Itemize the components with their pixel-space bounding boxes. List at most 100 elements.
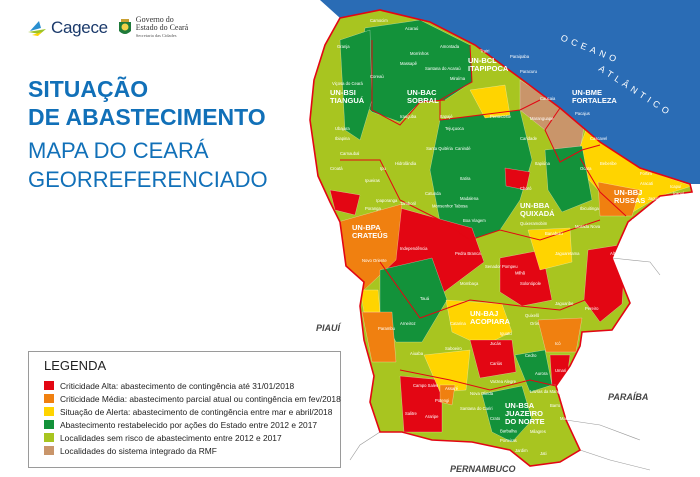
legend-swatch (44, 446, 54, 455)
city-label: Jardim (515, 448, 528, 453)
city-label: Viçosa do Ceará (332, 81, 364, 86)
legend-swatch (44, 407, 54, 416)
city-label: Trairi (480, 48, 489, 53)
city-label: Choró (520, 186, 532, 191)
city-label: Canindé (455, 146, 471, 151)
page-subtitle: MAPA DO CEARÁ GEORREFERENCIADO (28, 136, 268, 194)
city-label: Itatira (460, 176, 471, 181)
unit-border (379, 261, 586, 319)
city-label: Icapuí (673, 191, 685, 196)
city-label: Novo Oriente (362, 258, 387, 263)
neighbor-border (611, 257, 661, 276)
city-label: Cariús (490, 361, 502, 366)
city-label: Santana do Acaraú (425, 66, 461, 71)
map-region (329, 189, 361, 216)
unit-borders (340, 40, 627, 391)
city-label: Ibicuitinga (580, 206, 600, 211)
city-label: Iguatu (500, 331, 512, 336)
city-label: Catarina (450, 321, 466, 326)
city-label: Camocim (370, 18, 388, 23)
neighbor-borders (349, 257, 661, 471)
city-label: Boa Viagem (463, 218, 486, 223)
cagece-logo: Cagece (28, 18, 108, 38)
legend-label: Situação de Alerta: abastecimento de con… (60, 406, 333, 417)
city-label: Solonópole (520, 281, 542, 286)
city-label: Paracuru (520, 69, 538, 74)
map-region (544, 145, 593, 213)
city-label: Milhã (515, 271, 526, 276)
map-region (423, 349, 471, 393)
unit-label: UN-BAC SOBRAL (407, 88, 439, 105)
legend-title: LEGENDA (44, 358, 107, 373)
city-label: Salitre (405, 411, 418, 416)
subtitle-line1: MAPA DO CEARÁ (28, 138, 209, 163)
city-label: Senador Pompeu (485, 264, 518, 269)
logos: Cagece Governo do Estado do Ceará Secret… (28, 16, 188, 40)
state-outline (309, 9, 693, 467)
unit-border (439, 44, 541, 121)
city-label: Carnaubal (340, 151, 359, 156)
city-label: Croatá (330, 166, 343, 171)
neighbor-piaui: PIAUÍ (316, 323, 342, 333)
unit-label: UN-BME FORTALEZA (572, 88, 617, 105)
legend-item: Situação de Alerta: abastecimento de con… (44, 405, 340, 418)
city-label: Beberibe (600, 161, 617, 166)
city-label: Lavras da Mangabeira (530, 389, 572, 394)
title-line1: SITUAÇÃO (28, 76, 149, 102)
cagece-logo-icon (28, 21, 46, 36)
legend-item: Criticidade Alta: abastecimento de conti… (44, 379, 340, 392)
city-label: Itapajé (440, 114, 453, 119)
city-label: Barro (550, 403, 561, 408)
city-label: Parambu (378, 326, 396, 331)
gov-logo: Governo do Estado do Ceará Secretaria da… (118, 16, 188, 40)
map-region (481, 385, 533, 443)
legend-swatch (44, 381, 54, 390)
neighbor-paraiba: PARAÍBA (608, 392, 648, 402)
city-labels: Granja Camocim Acaraú Amontada Trairi Paraipa… (330, 18, 685, 456)
city-label: Acaraú (405, 26, 419, 31)
map-region (399, 375, 443, 433)
neighbor-border (565, 419, 641, 441)
city-label: Miraíma (450, 76, 466, 81)
city-label: Caridade (520, 136, 538, 141)
city-label: Milagres (530, 429, 546, 434)
city-label: Independência (400, 246, 428, 251)
page-title: SITUAÇÃO DE ABASTECIMENTO (28, 75, 266, 131)
legend-item: Abastecimento restabelecido por ações do… (44, 418, 340, 431)
city-label: Jati (540, 451, 547, 456)
city-label: Hidrolândia (395, 161, 417, 166)
legend-label: Criticidade Média: abastecimento parcial… (60, 393, 341, 404)
city-label: Assaré (445, 386, 459, 391)
city-label: Orós (530, 321, 539, 326)
city-label: Coreaú (370, 74, 384, 79)
legend: LEGENDA Criticidade Alta: abastecimento … (28, 351, 341, 468)
city-label: Tejuçuoca (445, 126, 465, 131)
city-label: Santa Quitéria (426, 146, 453, 151)
unit-border (579, 157, 627, 217)
city-label: Jaguaribe (555, 301, 574, 306)
city-label: Paraipaba (510, 54, 530, 59)
city-label: Cedro (525, 353, 537, 358)
map-region (359, 289, 381, 313)
title-line2: DE ABASTECIMENTO (28, 104, 266, 130)
legend-swatch (44, 394, 54, 403)
city-label: Ipueiras (365, 178, 380, 183)
state-base (310, 10, 692, 466)
city-label: Ipaporanga (376, 198, 398, 203)
unit-label: UN-BCL ITAPIPOCA (468, 56, 509, 73)
gov-logo-line1: Governo do (135, 15, 174, 24)
unit-labels: UN-BSI TIANGUÁ UN-BAC SOBRAL UN-BCL ITAPIPOCA… (330, 56, 645, 426)
city-label: Quixelô (525, 313, 540, 318)
city-label: Monsenhor Tabosa (432, 204, 468, 209)
city-label: Amontada (440, 44, 460, 49)
city-label: Varzea Alegre (490, 379, 517, 384)
unit-label: UN-BSA JUAZEIRO DO NORTE (505, 401, 545, 426)
city-label: Fortim (640, 171, 652, 176)
city-label: Poranga (365, 206, 382, 211)
city-label: Aurora (535, 371, 548, 376)
city-label: Itapiúna (535, 161, 551, 166)
city-label: Campo Sales (413, 383, 438, 388)
city-label: Saboeiro (445, 346, 462, 351)
city-label: Aiuaba (410, 351, 424, 356)
